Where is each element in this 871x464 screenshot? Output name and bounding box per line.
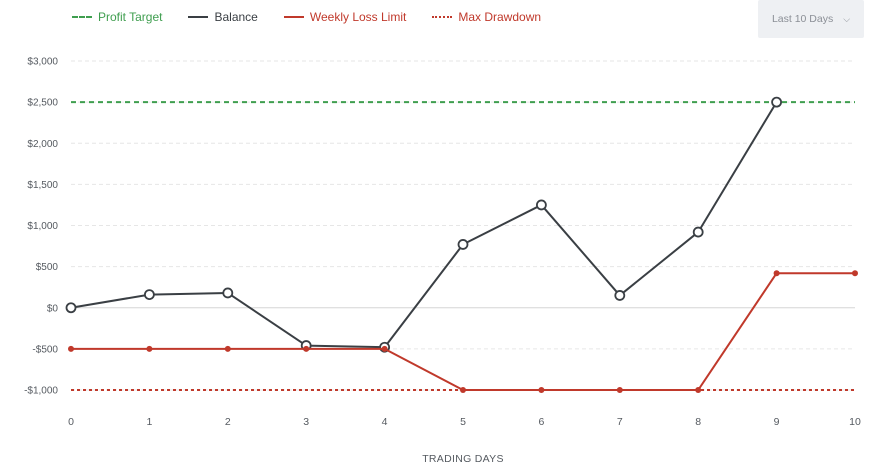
legend-swatch bbox=[283, 16, 304, 18]
y-tick-label: -$500 bbox=[32, 344, 58, 355]
y-tick-label: $2,000 bbox=[27, 139, 58, 150]
y-tick-label: $1,000 bbox=[27, 221, 58, 232]
weekly-loss-limit-point bbox=[146, 345, 153, 352]
legend-swatch bbox=[72, 16, 92, 18]
y-tick-label: $0 bbox=[47, 303, 59, 314]
chevron-down-icon: ⌵ bbox=[843, 13, 851, 24]
x-tick-label: 2 bbox=[225, 416, 231, 428]
y-tick-label: -$1,000 bbox=[24, 386, 58, 397]
legend-label: Weekly Loss Limit bbox=[309, 10, 407, 24]
legend-label: Balance bbox=[214, 10, 258, 24]
x-axis-label: TRADING DAYS bbox=[422, 453, 504, 464]
x-tick-label: 4 bbox=[382, 416, 388, 428]
balance-point bbox=[614, 290, 626, 301]
legend-label: Max Drawdown bbox=[458, 10, 542, 24]
x-tick-label: 0 bbox=[68, 416, 74, 428]
x-tick-label: 6 bbox=[538, 416, 544, 428]
x-tick-label: 10 bbox=[849, 416, 861, 428]
x-tick-label: 8 bbox=[695, 416, 701, 428]
legend-item[interactable]: Max Drawdown bbox=[432, 10, 541, 24]
weekly-loss-limit-point bbox=[773, 270, 780, 277]
x-tick-label: 7 bbox=[617, 416, 623, 428]
legend-swatch bbox=[432, 16, 453, 18]
balance-line bbox=[70, 101, 778, 349]
x-tick-label: 9 bbox=[774, 416, 780, 428]
legend-swatch bbox=[188, 16, 209, 18]
legend-item[interactable]: Weekly Loss Limit bbox=[283, 10, 407, 24]
weekly-loss-limit-line bbox=[71, 272, 855, 391]
y-tick-label: $1,500 bbox=[27, 180, 58, 191]
weekly-loss-limit-point bbox=[695, 387, 702, 393]
date-range-select[interactable]: Last 10 Days ⌵ bbox=[758, 0, 864, 38]
legend-label: Profit Target bbox=[98, 10, 163, 24]
legend-item[interactable]: Profit Target bbox=[72, 10, 162, 24]
weekly-loss-limit-point bbox=[381, 345, 388, 352]
x-tick-label: 3 bbox=[303, 416, 309, 428]
y-tick-label: $3,000 bbox=[27, 57, 58, 68]
chart-legend: Profit Target Balance Weekly Loss Limit Max… bbox=[72, 10, 541, 24]
x-tick-label: 1 bbox=[146, 416, 152, 428]
balance-point bbox=[143, 289, 155, 300]
date-range-value: Last 10 Days bbox=[771, 13, 834, 25]
balance-point bbox=[771, 96, 782, 108]
y-tick-label: $500 bbox=[36, 262, 59, 273]
weekly-loss-limit-point bbox=[303, 345, 310, 352]
weekly-loss-limit-point bbox=[68, 345, 74, 352]
legend-item[interactable]: Balance bbox=[188, 10, 258, 24]
weekly-loss-limit-point bbox=[852, 270, 858, 277]
balance-point bbox=[65, 302, 77, 314]
y-tick-label: $2,500 bbox=[27, 98, 58, 109]
balance-point bbox=[692, 226, 704, 238]
balance-point bbox=[222, 287, 234, 299]
weekly-loss-limit-point bbox=[224, 345, 231, 352]
balance-point bbox=[536, 199, 547, 211]
x-tick-label: 5 bbox=[460, 416, 466, 428]
balance-point bbox=[457, 239, 469, 250]
